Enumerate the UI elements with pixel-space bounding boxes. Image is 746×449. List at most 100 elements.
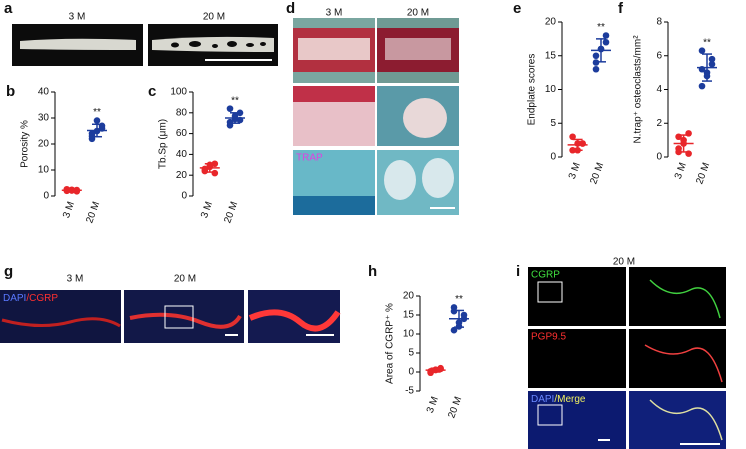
panel-letter: a [4, 0, 13, 17]
x-tick-label: 20 M [446, 395, 464, 420]
y-tick-label: 60 [176, 128, 188, 139]
histology-region [385, 38, 451, 60]
y-tick-label: 0 [408, 367, 414, 378]
data-point [427, 369, 434, 377]
y-tick-label: 40 [176, 149, 188, 160]
histology-region [293, 196, 375, 215]
y-tick-label: 10 [38, 165, 50, 176]
fluorescence-image [528, 267, 626, 326]
y-tick-label: 2 [656, 118, 662, 129]
data-point [226, 105, 234, 112]
data-point [579, 140, 586, 147]
inset-box [537, 404, 563, 426]
y-tick-label: 30 [38, 113, 50, 124]
image-caption: 20 M [174, 274, 196, 285]
fluorescence-signal [248, 309, 341, 332]
fluorescence-image [629, 267, 726, 326]
y-tick-label: 0 [656, 152, 662, 163]
stain-label: DAPI/Merge [531, 394, 586, 405]
stain-label-part: DAPI [3, 293, 26, 304]
x-tick-label: 20 M [588, 161, 606, 186]
stain-label-part: /CGRP [26, 293, 58, 304]
y-tick-label: 5 [550, 118, 556, 129]
data-point [602, 32, 610, 39]
fluorescence-signal [649, 279, 721, 319]
y-tick-label: 8 [656, 17, 662, 28]
data-point [226, 118, 234, 126]
image-caption: 3 M [67, 274, 84, 285]
x-tick-label: 3 M [61, 200, 77, 219]
panel-letter: e [513, 0, 521, 17]
y-tick-label: 80 [176, 107, 188, 118]
x-tick-label: 3 M [199, 200, 215, 219]
data-point [708, 60, 716, 68]
data-point [602, 38, 610, 46]
pores [171, 41, 266, 48]
image-caption: 20 M [407, 8, 429, 19]
inset-box [164, 305, 194, 329]
data-point [698, 82, 706, 90]
significance: ** [597, 22, 605, 33]
y-tick-label: 0 [550, 152, 556, 163]
histology-region [298, 38, 370, 60]
y-tick-label: 10 [403, 329, 415, 340]
stain-label: PGP9.5 [531, 332, 566, 343]
significance: ** [703, 37, 711, 48]
y-tick-label: 0 [43, 191, 49, 202]
data-point [450, 307, 458, 315]
y-axis-label: Endplate scores [527, 54, 538, 126]
y-tick-label: -5 [405, 386, 414, 397]
y-tick-label: 6 [656, 50, 662, 61]
y-tick-label: 20 [176, 170, 188, 181]
fluorescence-image [0, 290, 121, 343]
significance: ** [455, 294, 463, 305]
y-tick-label: 20 [545, 17, 557, 28]
x-tick-label: 3 M [673, 161, 689, 180]
y-tick-label: 5 [408, 348, 414, 359]
y-axis-label: Area of CGRP⁺ % [385, 303, 396, 384]
histology-region [403, 98, 447, 138]
data-point [592, 65, 600, 73]
data-point [569, 133, 576, 141]
bone-shape [152, 36, 274, 52]
panel-letter: c [148, 83, 156, 100]
data-point [708, 55, 716, 63]
data-point [675, 145, 682, 152]
fluorescence-signal [1, 317, 121, 328]
fluorescence-image [528, 329, 626, 388]
inset-box [537, 281, 563, 303]
stain-label: CGRP [531, 270, 560, 281]
panel-letter: b [6, 83, 15, 100]
x-tick-label: 3 M [425, 395, 441, 414]
panel-letter: g [4, 263, 13, 280]
image-caption: 20 M [203, 12, 225, 23]
y-tick-label: 20 [38, 139, 50, 150]
y-tick-label: 15 [545, 50, 557, 61]
image-caption: 3 M [326, 8, 343, 19]
histology-region [293, 86, 375, 102]
data-point [698, 47, 706, 54]
y-tick-label: 10 [545, 84, 557, 95]
significance: ** [231, 95, 239, 106]
image-caption: 3 M [69, 12, 86, 23]
stain-label-part: /Merge [554, 394, 586, 405]
image-caption: 20 M [613, 257, 635, 268]
y-axis-label: Tb.Sp (μm) [158, 119, 169, 169]
y-axis-label: N.trap⁺ osteoclasts/mm² [633, 35, 644, 144]
data-point [450, 326, 458, 334]
y-axis-label: Porosity % [20, 120, 31, 168]
histology-region [422, 158, 454, 198]
y-tick-label: 4 [656, 84, 662, 95]
fluorescence-image [629, 391, 726, 449]
data-point [93, 117, 101, 124]
fluorescence-signal [129, 312, 242, 329]
y-tick-label: 100 [170, 87, 187, 98]
stain-label: TRAP [296, 153, 323, 164]
panel-letter: h [368, 263, 377, 280]
x-tick-label: 20 M [694, 161, 712, 186]
data-point [211, 169, 219, 177]
x-tick-label: 3 M [567, 161, 583, 180]
histology-region [384, 160, 416, 200]
stain-label-part: DAPI [531, 394, 554, 405]
